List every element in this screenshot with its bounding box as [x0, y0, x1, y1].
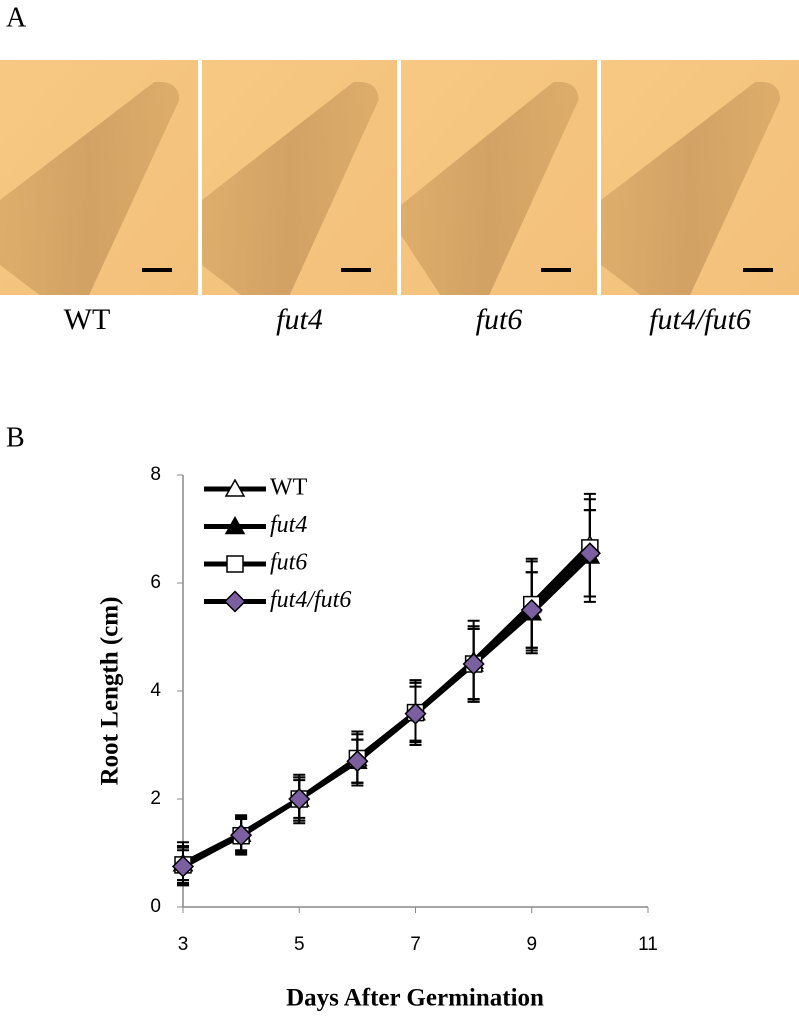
- marker: [520, 598, 543, 622]
- marker: [224, 515, 246, 535]
- marker: [346, 750, 369, 773]
- x-axis-title: Days After Germination: [286, 985, 544, 1012]
- y-tick-label: 6: [150, 572, 161, 593]
- photo-row: WT fut4 fut6 fut4/fut6: [0, 60, 799, 336]
- panel-label: A: [6, 2, 27, 33]
- y-tick-label: 4: [150, 680, 161, 701]
- x-tick-label: 5: [294, 934, 305, 955]
- marker: [230, 824, 253, 847]
- y-tick-label: 2: [150, 788, 161, 809]
- marker: [223, 590, 247, 613]
- y-tick-label: 8: [150, 464, 161, 485]
- marker: [171, 855, 195, 878]
- marker: [224, 478, 246, 497]
- panel-label: B: [6, 422, 25, 453]
- root: [601, 81, 781, 296]
- y-tick-label: 0: [150, 896, 161, 917]
- legend-label: WT: [270, 475, 308, 501]
- x-tick-label: 3: [178, 934, 189, 955]
- photo-label: fut4/fut6: [649, 303, 751, 336]
- photo-label: WT: [64, 303, 111, 336]
- root: [202, 81, 379, 296]
- root: [401, 81, 579, 296]
- x-tick-label: 9: [526, 934, 537, 955]
- marker: [288, 787, 311, 811]
- x-tick-label: 11: [638, 934, 658, 955]
- y-axis-title: Root Length (cm): [97, 597, 124, 786]
- photo-label: fut6: [476, 303, 523, 336]
- marker: [462, 652, 485, 676]
- root: [0, 81, 180, 296]
- photo-label: fut4: [276, 303, 323, 336]
- marker: [578, 542, 601, 565]
- marker: [404, 702, 427, 725]
- x-tick-label: 7: [410, 934, 421, 955]
- legend-label: fut6: [270, 550, 307, 576]
- series-line: [181, 551, 592, 869]
- legend-label: fut4: [270, 512, 307, 538]
- legend-label: fut4/fut6: [270, 587, 351, 613]
- marker: [226, 555, 244, 573]
